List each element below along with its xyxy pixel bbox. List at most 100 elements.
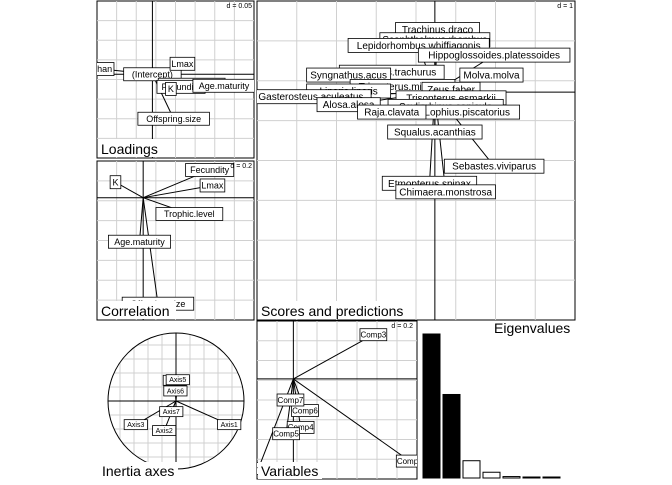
score-label-trisopterus-minutus: Trisopterus.minutus	[359, 82, 446, 93]
inertia-label-axis3: Axis3	[127, 422, 144, 429]
score-label-trachinus-draco: Trachinus.draco	[402, 25, 474, 36]
eigenvalue-bar-2	[442, 393, 461, 479]
score-label-chimaera-monstrosa: Chimaera.monstrosa	[399, 187, 492, 198]
variable-label-box-comp5	[272, 427, 300, 441]
correlation-label-k: K	[112, 177, 118, 187]
score-label-box-raja-clavata	[357, 104, 427, 120]
variable-label-comp3: Comp3	[360, 330, 386, 339]
score-label-lepidorhombus-whiffiagonis: Lepidorhombus.whiffiagonis	[357, 41, 481, 52]
loading-label-phan: Phan	[91, 64, 112, 74]
correlation-label-box-lmax	[199, 178, 226, 193]
score-label-gasterosteus-aculeatus: Gasterosteus.aculeatus	[258, 92, 363, 103]
score-label-raja-clavata: Raja.clavata	[364, 108, 419, 119]
loadings-title-bg	[98, 139, 166, 157]
loading-arrow-offspring-size	[151, 74, 173, 118]
inertia-label-box-axis5	[165, 374, 190, 386]
correlation-label-box-trophic-level	[155, 207, 224, 221]
loading-label-box-offspring-size	[137, 111, 210, 126]
inertia-label-box-axis3	[123, 419, 148, 431]
score-label-box-syngnathus-acus	[306, 67, 392, 83]
correlation-title: Correlation	[101, 303, 169, 319]
correlation-label-lmax: Lmax	[201, 181, 224, 191]
eigenvalue-bar-6	[522, 476, 541, 479]
scores-title: Scores and predictions	[261, 303, 403, 319]
correlation-label-box-age-maturity	[108, 234, 171, 249]
inertia-title: Inertia axes	[102, 463, 174, 479]
score-label-trisopterus-esmarkii: Trisopterus.esmarkii	[406, 93, 496, 104]
correlation-scale-label: d = 0.2	[230, 163, 252, 170]
loading-label-offspring-size: Offspring.size	[146, 114, 201, 124]
score-label-trachurus-trachurus: Trachurus.trachurus	[347, 68, 436, 79]
inertia-label-box-axis7	[159, 406, 184, 418]
score-label-box-sebastes-viviparus	[443, 158, 545, 174]
score-label-box-hippoglossoides-platessoides	[417, 47, 571, 63]
variables-panel: Comp1Comp2Comp3Comp4Comp5Comp6Comp7	[256, 320, 423, 480]
correlation-panel: FecundityLmaxKTrophic.levelAge.maturityO…	[96, 160, 255, 321]
score-label-hippoglossoides-platessoides: Hippoglossoides.platessoides	[428, 51, 560, 62]
correlation-label-box-k	[109, 175, 122, 190]
correlation-arrow-offspring-size	[142, 197, 158, 304]
loading-label-box-lmax	[169, 56, 196, 71]
inertia-label-axis5: Axis5	[169, 377, 186, 384]
loading-label-age-maturity: Age.maturity	[199, 81, 250, 91]
inertia-title-bg	[98, 462, 178, 480]
score-label-molva-molva: Molva.molva	[463, 71, 520, 82]
eigenvalues-title: Eigenvalues	[494, 320, 570, 336]
inertia-label-axis6: Axis6	[167, 388, 184, 395]
score-label-box-squalus-acanthias	[387, 124, 483, 140]
correlation-arrow-age-maturity	[139, 197, 144, 242]
eigenvalue-bar-1	[422, 333, 441, 479]
inertia-label-axis1: Axis1	[221, 422, 238, 429]
loading-label-lmax: Lmax	[171, 59, 194, 69]
loading-label-k: K	[168, 84, 174, 94]
correlation-label-fecundity: Fecundity	[190, 165, 230, 175]
variable-label-box-comp7	[276, 393, 305, 407]
score-label-lophius-piscatorius: Lophius.piscatorius	[424, 108, 510, 119]
variable-arrow-comp3	[293, 335, 373, 380]
score-label-etmopterus-spinax: Etmopterus.spinax	[388, 179, 471, 190]
variable-label-box-comp6	[291, 404, 319, 417]
score-label-box-chimaera-monstrosa	[395, 184, 496, 200]
inertia-label-box-axis1	[217, 419, 242, 431]
inertia-axes-panel: Axis1Axis2Axis3Axis4Axis5Axis6Axis7	[107, 332, 245, 470]
loading-label-box-phan	[97, 62, 115, 76]
variable-arrow-comp1	[293, 378, 409, 461]
scores-title-bg	[258, 301, 406, 319]
loading-label-box-intercept	[123, 67, 182, 82]
correlation-label-trophic-level: Trophic.level	[164, 209, 215, 219]
scores-scale-label: d = 1	[557, 3, 573, 10]
score-label-sebastes-viviparus: Sebastes.viviparus	[452, 162, 536, 173]
eigenvalue-bar-5	[502, 476, 521, 479]
variables-title-bg	[258, 462, 322, 479]
scores-panel: Trachinus.dracoScophthalmus.rhombusLepid…	[256, 0, 576, 321]
variable-label-comp4: Comp4	[288, 423, 314, 432]
inertia-label-box-axis2	[152, 425, 177, 436]
inertia-label-axis2: Axis2	[156, 428, 173, 435]
score-label-zeus-faber: Zeus.faber	[427, 85, 475, 96]
variable-label-comp5: Comp5	[273, 430, 299, 439]
loadings-scale-label: d = 0.05	[227, 3, 253, 10]
variable-label-box-comp3	[359, 328, 388, 342]
eigenvalue-bar-7	[542, 476, 561, 479]
eigenvalue-bar-4	[482, 471, 501, 479]
score-label-box-molva-molva	[459, 67, 524, 83]
correlation-label-box-fecundity	[185, 163, 235, 177]
correlation-label-age-maturity: Age.maturity	[114, 237, 165, 247]
loading-label-intercept: (Intercept)	[132, 69, 173, 79]
variable-label-comp6: Comp6	[292, 406, 318, 415]
variable-label-comp1: Comp1	[397, 457, 423, 466]
variable-label-comp7: Comp7	[278, 396, 304, 405]
eigenvalues-panel	[422, 333, 561, 479]
score-label-squalus-acanthias: Squalus.acanthias	[394, 128, 476, 139]
loading-label-box-age-maturity	[192, 78, 254, 93]
variables-title: Variables	[261, 463, 318, 479]
loadings-title: Loadings	[101, 141, 158, 157]
loading-label-fecundity: Fecundity	[162, 82, 202, 92]
score-label-alosa-alosa: Alosa.alosa	[323, 100, 375, 111]
variables-scale-label: d = 0.2	[391, 323, 413, 330]
inertia-label-axis7: Axis7	[163, 409, 180, 416]
eigenvalue-bar-3	[462, 460, 481, 479]
inertia-label-box-axis6	[163, 385, 188, 397]
loadings-panel: (Intercept)LmaxTrophic.levelFecundityKOf…	[91, 0, 255, 159]
